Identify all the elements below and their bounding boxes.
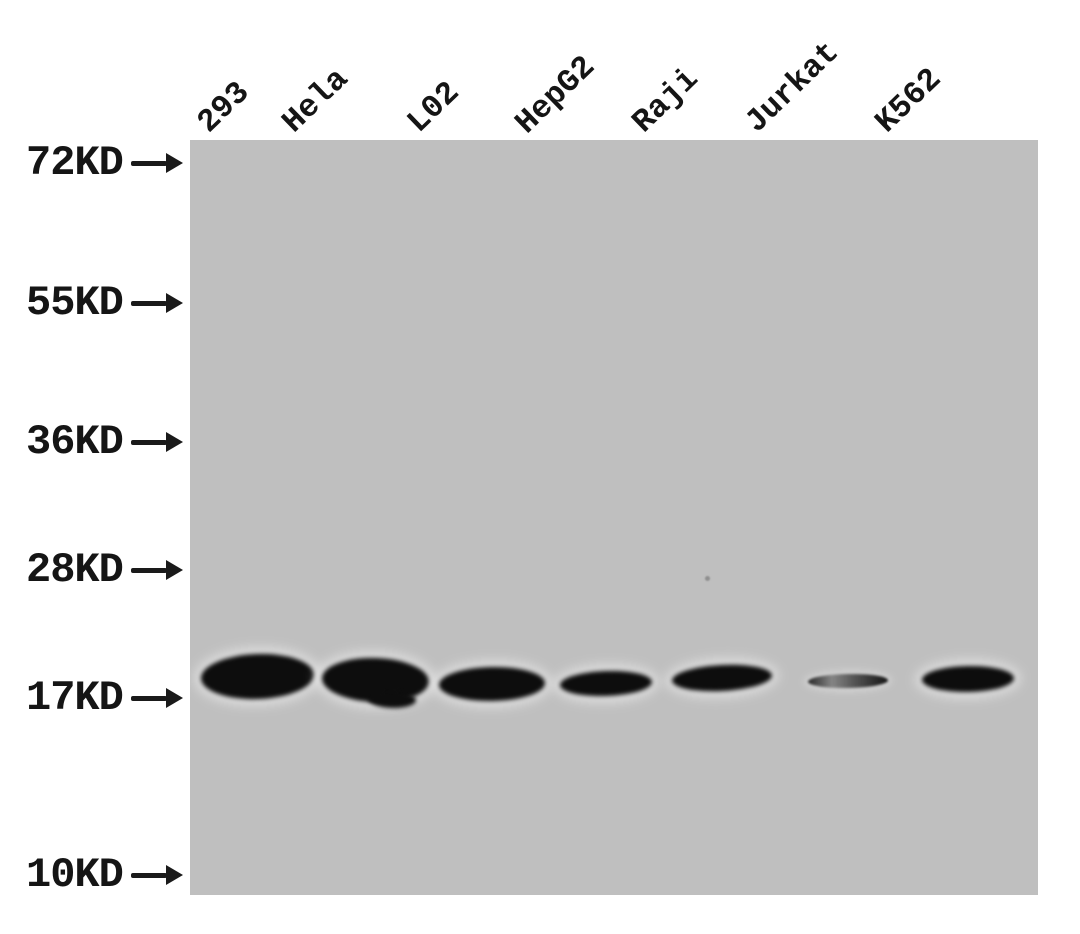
right-arrow-icon <box>130 153 183 173</box>
mw-marker-17KD: 17KD <box>26 673 183 723</box>
arrow-shaft <box>130 695 167 701</box>
arrow-shaft <box>130 439 167 445</box>
mw-marker-label: 10KD <box>26 851 124 899</box>
right-arrow-icon <box>130 560 183 580</box>
arrow-shaft <box>130 872 167 878</box>
arrow-head <box>165 688 183 708</box>
lane-label-Jurkat: Jurkat <box>737 34 847 141</box>
speck-artifact <box>704 575 710 581</box>
mw-marker-72KD: 72KD <box>26 138 183 188</box>
right-arrow-icon <box>130 865 183 885</box>
mw-marker-36KD: 36KD <box>26 417 183 467</box>
blot-membrane <box>190 140 1038 895</box>
lane-label-L02: L02 <box>399 74 468 141</box>
mw-marker-10KD: 10KD <box>26 850 183 900</box>
lane-label-HepG2: HepG2 <box>507 48 603 142</box>
arrow-shaft <box>130 160 167 166</box>
arrow-head <box>165 293 183 313</box>
lane-label-Raji: Raji <box>624 60 706 141</box>
lane-label-293: 293 <box>189 74 258 141</box>
arrow-shaft <box>130 300 167 306</box>
mw-marker-28KD: 28KD <box>26 545 183 595</box>
mw-marker-label: 72KD <box>26 139 124 187</box>
right-arrow-icon <box>130 293 183 313</box>
right-arrow-icon <box>130 432 183 452</box>
mw-marker-label: 17KD <box>26 674 124 722</box>
mw-marker-label: 55KD <box>26 279 124 327</box>
arrow-head <box>165 865 183 885</box>
lane-label-K562: K562 <box>867 60 949 141</box>
mw-marker-label: 28KD <box>26 546 124 594</box>
right-arrow-icon <box>130 688 183 708</box>
mw-marker-label: 36KD <box>26 418 124 466</box>
arrow-head <box>165 560 183 580</box>
arrow-head <box>165 153 183 173</box>
mw-marker-55KD: 55KD <box>26 278 183 328</box>
lane-label-Hela: Hela <box>274 60 356 141</box>
arrow-shaft <box>130 567 167 573</box>
arrow-head <box>165 432 183 452</box>
